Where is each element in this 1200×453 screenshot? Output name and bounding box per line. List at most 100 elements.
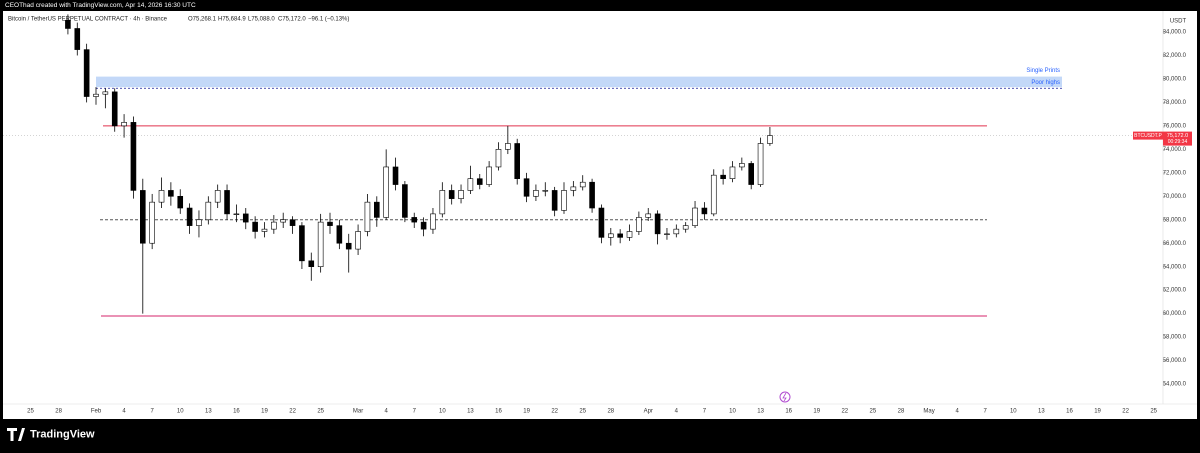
candle-body xyxy=(336,225,343,244)
x-tick-label: 22 xyxy=(841,409,848,415)
candle-body xyxy=(626,231,633,238)
x-tick-label: 19 xyxy=(523,409,530,415)
y-tick-label: 76,000.0 xyxy=(1163,123,1187,129)
x-tick-label: 16 xyxy=(785,409,792,415)
candle-body xyxy=(186,207,193,226)
candle-body xyxy=(439,190,446,215)
candle-body xyxy=(111,91,118,127)
ohlc-change: −96.1 (−0.13%) xyxy=(308,17,349,23)
x-tick-label: 13 xyxy=(1038,409,1045,415)
poor-highs-label: Poor highs xyxy=(1031,80,1060,86)
candle-body xyxy=(636,217,642,232)
x-tick-label: 25 xyxy=(27,409,34,415)
x-tick-label: 4 xyxy=(675,409,679,415)
candle-body xyxy=(673,228,680,235)
credit: CEOThad created with TradingView.com, Ap… xyxy=(5,2,196,9)
candle-body xyxy=(93,93,99,97)
candle-body xyxy=(448,190,455,199)
x-tick-label: 13 xyxy=(757,409,764,415)
x-tick-label: 22 xyxy=(289,409,296,415)
x-tick-label: 25 xyxy=(579,409,586,415)
candle-body xyxy=(392,166,399,185)
candle-body xyxy=(402,184,408,218)
ohlc-high: H75,684.9 xyxy=(218,17,246,23)
candle-body xyxy=(710,174,717,215)
candle-body xyxy=(261,228,268,232)
candle-body xyxy=(617,233,623,238)
x-tick-label: 25 xyxy=(870,409,877,415)
x-tick-label: 22 xyxy=(551,409,558,415)
candle-body xyxy=(205,201,212,221)
candle-body xyxy=(299,225,305,262)
candle-body xyxy=(767,135,773,144)
x-tick-label: May xyxy=(923,409,934,415)
ohlc-close: C75,172.0 xyxy=(278,17,306,23)
y-tick-label: 84,000.0 xyxy=(1163,30,1187,36)
candle-body xyxy=(364,201,371,232)
y-tick-label: 70,000.0 xyxy=(1163,194,1187,200)
x-tick-label: Feb xyxy=(91,409,102,415)
ohlc-low: L75,088.0 xyxy=(248,17,275,23)
candle-body xyxy=(654,213,661,235)
x-tick-label: 4 xyxy=(385,409,389,415)
candle-body xyxy=(682,225,689,230)
currency: USDT xyxy=(1170,19,1187,25)
candle-body xyxy=(130,122,137,191)
y-tick-label: 72,000.0 xyxy=(1163,170,1187,176)
brand: TradingView xyxy=(7,428,95,441)
candle-body xyxy=(589,181,595,209)
x-tick-label: 4 xyxy=(955,409,959,415)
candle-body xyxy=(383,166,389,218)
x-tick-label: 10 xyxy=(439,409,446,415)
candle-body xyxy=(345,242,352,250)
replay-icon[interactable] xyxy=(779,391,791,403)
candle-body xyxy=(233,213,240,215)
x-tick-label: Apr xyxy=(644,409,653,415)
candle-body xyxy=(561,190,567,211)
x-tick-label: 25 xyxy=(317,409,324,415)
candle-body xyxy=(242,213,249,223)
y-tick-label: 78,000.0 xyxy=(1163,100,1187,106)
candle-body xyxy=(664,233,670,235)
candle-body xyxy=(467,178,474,191)
candle-body xyxy=(177,195,184,209)
candle-body xyxy=(533,190,539,197)
y-tick-label: 68,000.0 xyxy=(1163,217,1187,223)
candle-body xyxy=(83,49,90,97)
x-tick-label: 16 xyxy=(233,409,240,415)
candle-body xyxy=(252,221,258,232)
candle-body xyxy=(317,221,324,268)
candle-body xyxy=(168,190,174,197)
y-tick-label: 58,000.0 xyxy=(1163,335,1187,341)
candle-body xyxy=(102,91,109,95)
candle-body xyxy=(65,19,71,29)
candle-body xyxy=(74,28,81,50)
candle-body xyxy=(196,219,202,226)
candle-body xyxy=(373,201,380,218)
price-tag-text: 75,172.0 xyxy=(1167,133,1188,139)
candle-body xyxy=(486,166,492,185)
candle-body xyxy=(598,207,605,238)
x-tick-label: Mar xyxy=(353,409,363,415)
candle-body xyxy=(720,174,726,179)
candle-body xyxy=(505,143,511,150)
candle-body xyxy=(551,190,558,211)
y-tick-label: 56,000.0 xyxy=(1163,358,1187,364)
x-tick-label: 28 xyxy=(607,409,614,415)
x-tick-label: 4 xyxy=(122,409,126,415)
candle-body xyxy=(214,190,221,203)
candle-body xyxy=(420,221,427,230)
candle-body xyxy=(308,260,315,268)
y-tick-label: 82,000.0 xyxy=(1163,53,1187,59)
y-tick-label: 62,000.0 xyxy=(1163,288,1187,294)
candle-body xyxy=(523,178,530,197)
candle-body xyxy=(729,166,736,179)
candle-body xyxy=(579,181,586,188)
x-tick-label: 7 xyxy=(413,409,417,415)
ohlc-open: O75,268.1 xyxy=(188,17,217,23)
plot: 84,000.0 82,000.0 80,000.0 78,000.0 76,000.0… xyxy=(3,11,1197,415)
candle-body xyxy=(757,143,764,185)
x-tick-label: 25 xyxy=(1150,409,1157,415)
candle-body xyxy=(280,219,287,223)
candle-body xyxy=(645,213,652,218)
